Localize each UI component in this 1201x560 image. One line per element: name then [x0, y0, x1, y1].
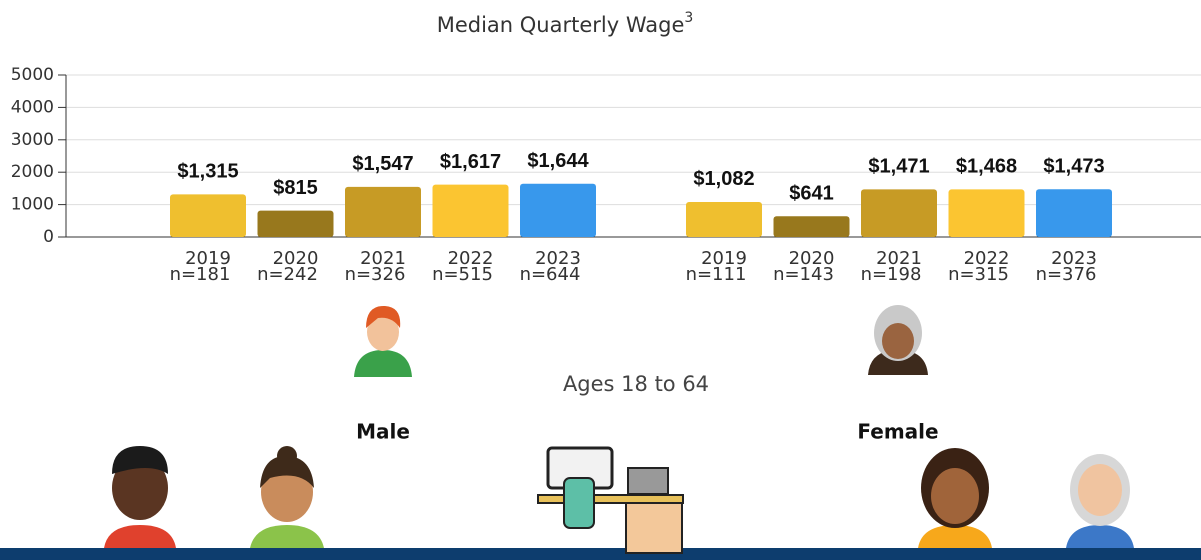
n-label: n=515	[432, 264, 493, 285]
bar	[170, 194, 246, 237]
value-label: $1,082	[693, 168, 754, 190]
y-tick-label: 3000	[11, 130, 54, 150]
bar	[686, 202, 762, 237]
title-text: Median Quarterly Wage	[437, 13, 685, 37]
bar	[258, 211, 334, 237]
title-footnote: 3	[684, 10, 693, 26]
value-label: $1,471	[868, 156, 929, 178]
n-label: n=181	[170, 264, 231, 285]
value-label: $641	[789, 183, 834, 205]
value-label: $815	[273, 177, 318, 199]
bar	[345, 187, 421, 237]
chair	[564, 478, 594, 528]
person	[1078, 464, 1122, 516]
value-label: $1,617	[440, 151, 501, 173]
person	[882, 323, 914, 359]
group-label: Female	[857, 420, 938, 444]
illustrations	[0, 305, 1201, 560]
person	[1066, 525, 1134, 548]
value-label: $1,473	[1043, 156, 1104, 178]
y-tick-label: 5000	[11, 65, 54, 85]
y-tick-label: 0	[43, 227, 54, 247]
n-label: n=242	[257, 264, 318, 285]
n-label: n=111	[686, 264, 747, 285]
value-label: $1,547	[352, 153, 413, 175]
n-label: n=143	[773, 264, 834, 285]
desk	[538, 495, 683, 503]
n-label: n=198	[861, 264, 922, 285]
infographic: Median Quarterly Wage3 Ages 18 to 64 Mal…	[0, 0, 1201, 560]
value-label: $1,315	[177, 161, 238, 183]
person	[931, 468, 979, 524]
value-label: $1,468	[956, 156, 1017, 178]
footer-band	[0, 548, 1201, 560]
desk-drawer	[626, 503, 682, 553]
y-tick-label: 1000	[11, 195, 54, 215]
person	[104, 525, 176, 548]
chart: 010002000300040005000$1,3152019n=181$815…	[11, 65, 1201, 285]
bar	[949, 189, 1025, 237]
group-label: Male	[356, 420, 410, 444]
n-label: n=376	[1036, 264, 1097, 285]
bar	[1036, 189, 1112, 237]
n-label: n=644	[520, 264, 581, 285]
bar	[520, 184, 596, 237]
subtitle: Ages 18 to 64	[563, 372, 709, 396]
y-tick-label: 2000	[11, 162, 54, 182]
person	[354, 350, 412, 377]
person	[250, 525, 324, 548]
y-tick-label: 4000	[11, 97, 54, 117]
person	[277, 446, 297, 466]
n-label: n=315	[948, 264, 1009, 285]
chart-title: Median Quarterly Wage3	[437, 10, 694, 37]
value-label: $1,644	[527, 150, 589, 172]
n-label: n=326	[345, 264, 406, 285]
printer	[628, 468, 668, 494]
bar	[861, 189, 937, 237]
person	[918, 525, 992, 548]
bar	[433, 185, 509, 237]
bar	[774, 216, 850, 237]
